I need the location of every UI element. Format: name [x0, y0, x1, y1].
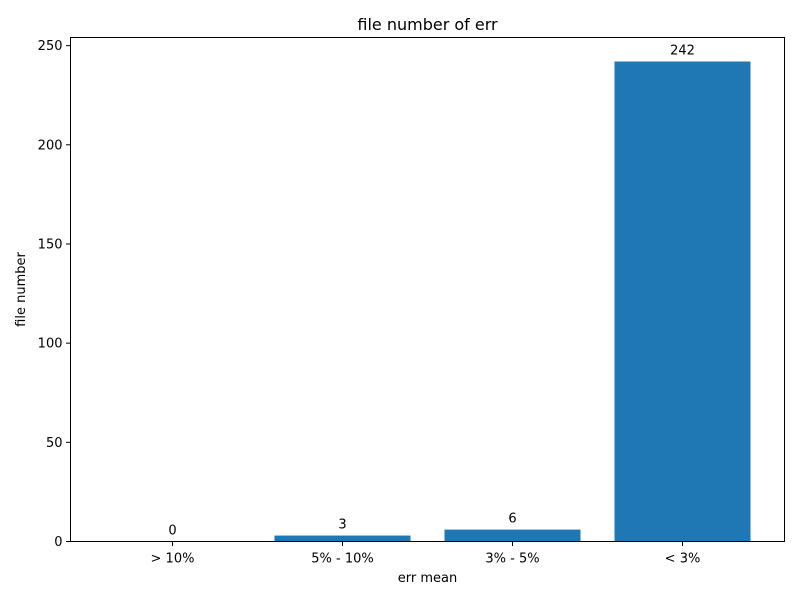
y-tick-label: 0 [54, 535, 62, 550]
y-tick-label: 250 [38, 39, 63, 54]
data-labels-group: 0 3 6 242 [168, 44, 695, 539]
x-axis: > 10% 5% - 10% 3% - 5% < 3% [151, 541, 701, 567]
bar-value-label: 3 [338, 518, 346, 533]
x-axis-label: err mean [398, 571, 457, 586]
y-tick-label: 200 [38, 138, 63, 153]
bar-value-label: 0 [168, 524, 176, 539]
y-tick-label: 150 [38, 237, 63, 252]
y-axis-label: file number [14, 252, 29, 327]
x-tick-label: > 10% [151, 552, 195, 567]
x-tick-label: 3% - 5% [485, 552, 539, 567]
y-tick-label: 50 [46, 436, 63, 451]
x-tick-label: 5% - 10% [311, 552, 373, 567]
plot-frame [70, 37, 785, 542]
chart-title: file number of err [357, 15, 498, 34]
bar-value-label: 242 [670, 44, 695, 59]
bar [444, 529, 581, 542]
x-tick-label: < 3% [665, 552, 701, 567]
bar-value-label: 6 [508, 512, 516, 527]
bars-group [274, 61, 751, 542]
y-tick-label: 100 [38, 337, 63, 352]
bar [614, 61, 751, 542]
y-axis: 0 50 100 150 200 250 [38, 39, 71, 550]
bar [274, 535, 411, 542]
